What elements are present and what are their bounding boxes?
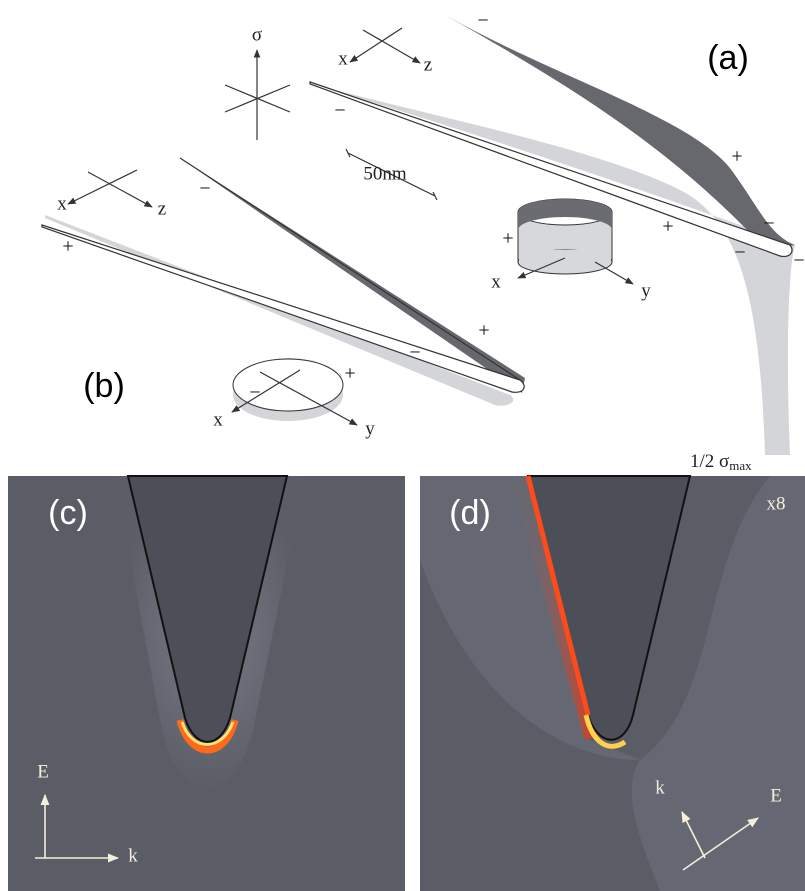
sign: −: [409, 342, 420, 364]
axis-x: [68, 170, 137, 204]
sign: −: [249, 382, 260, 404]
dark-ribbon: [180, 158, 525, 393]
symbol: σ: [719, 451, 729, 472]
sign: −: [477, 10, 488, 32]
fraction: 1/2: [690, 451, 714, 472]
sign: +: [62, 236, 73, 258]
scale-bar: [433, 192, 437, 200]
axis-label: x: [213, 409, 223, 430]
axis-label: x: [338, 48, 348, 69]
sigma-max: 1/2 σmax: [690, 451, 752, 473]
panel-d: k E x8 (d): [420, 476, 805, 891]
sign: −: [734, 242, 745, 264]
factor-label: x8: [767, 493, 786, 514]
sign: −: [793, 250, 804, 272]
axis-label: z: [424, 54, 432, 75]
panel-c: E k (c): [8, 476, 405, 891]
axis-x: [350, 28, 402, 62]
sign: −: [334, 100, 345, 122]
panel-label: (b): [83, 367, 125, 405]
sign: −: [763, 213, 774, 235]
axis-label: E: [770, 785, 782, 806]
sign: +: [478, 320, 489, 342]
figure: x z σ 50nm x y − − + + − − − + (a) 1/2 σ…: [0, 0, 805, 891]
axis-label: z: [158, 198, 166, 219]
sigma-label: σ: [252, 24, 262, 45]
scale-label: 50nm: [363, 163, 407, 184]
sign: −: [199, 178, 210, 200]
sign: +: [344, 363, 355, 385]
axis-label: x: [491, 271, 501, 292]
panel-b: x z x y − + + − + − (b): [42, 158, 525, 439]
axis-label: x: [57, 193, 67, 214]
cylinder: [519, 250, 611, 262]
axis-label: k: [128, 845, 138, 866]
sign: +: [502, 228, 513, 250]
axis-label: y: [365, 418, 375, 439]
panel-label: (a): [707, 39, 749, 77]
sign: +: [731, 146, 742, 168]
scale-bar: [346, 149, 350, 157]
sign: +: [662, 216, 673, 238]
panel-label: (d): [449, 494, 491, 532]
subscript: max: [729, 458, 752, 473]
axis-label: y: [641, 280, 651, 301]
axis-label: k: [655, 777, 665, 798]
axis-y: [595, 262, 633, 284]
tip-edge: [180, 158, 520, 380]
panel-label: (c): [48, 494, 88, 532]
axis-label: E: [37, 761, 49, 782]
